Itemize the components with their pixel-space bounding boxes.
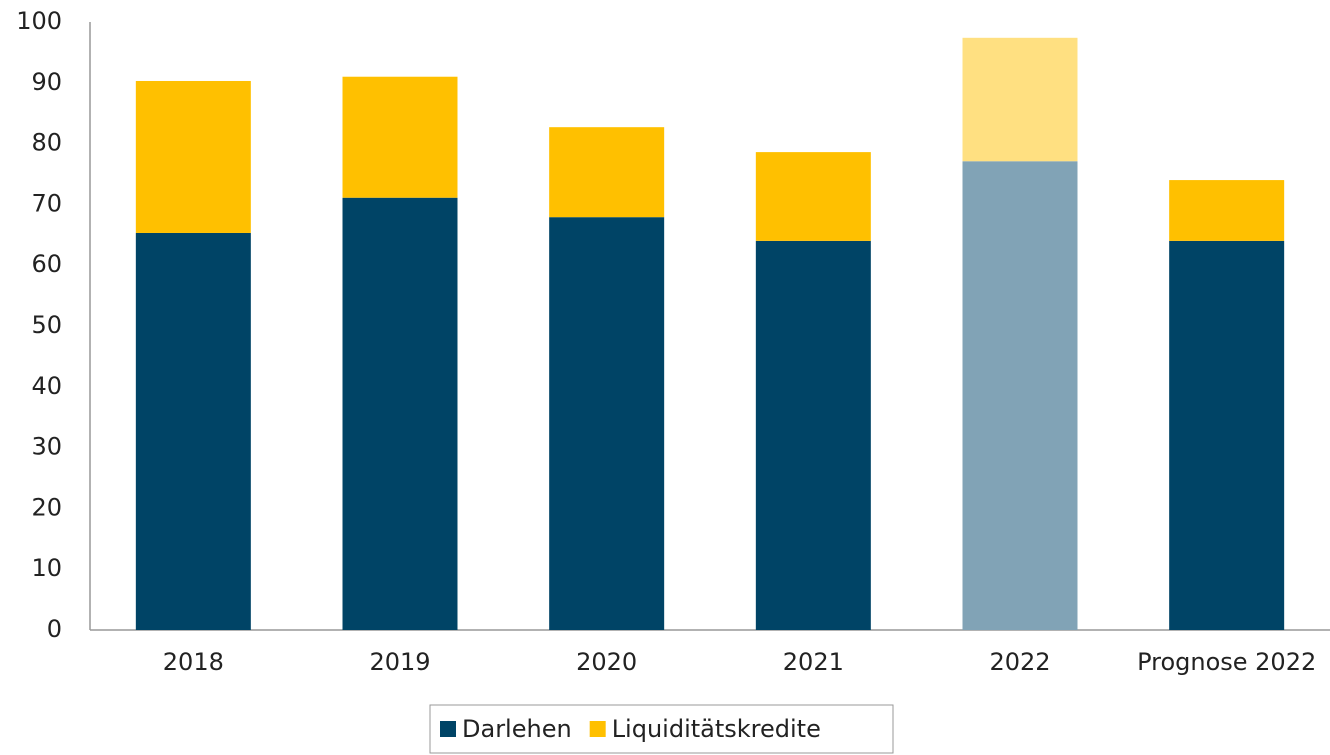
x-tick-label: 2019: [369, 648, 430, 676]
legend-swatch: [440, 721, 456, 737]
y-tick-label: 20: [31, 493, 62, 521]
x-tick-label: 2018: [163, 648, 224, 676]
legend-box: [429, 704, 894, 754]
bar-segment: [755, 152, 871, 241]
x-tick-label: Prognose 2022: [1137, 648, 1316, 676]
y-tick-label: 30: [31, 433, 62, 461]
bar-segment: [135, 232, 251, 630]
x-tick-label: 2021: [783, 648, 844, 676]
bar-segment: [549, 217, 665, 630]
bar-segment: [135, 80, 251, 233]
bar-segment: [342, 197, 458, 630]
x-tick-label: 2022: [989, 648, 1050, 676]
bar-segment: [962, 37, 1078, 162]
bar-segment: [1169, 180, 1285, 241]
bar-segment: [962, 161, 1078, 630]
bar-segment: [755, 240, 871, 630]
y-tick-label: 100: [16, 7, 62, 35]
legend-swatch: [589, 721, 606, 737]
y-tick-label: 70: [31, 189, 62, 217]
y-tick-label: 50: [31, 311, 62, 339]
y-tick-label: 60: [31, 250, 62, 278]
y-tick-label: 10: [31, 554, 62, 582]
legend-label: Liquiditätskredite: [612, 715, 821, 743]
bar-segment: [549, 127, 665, 218]
bar-segment: [1169, 240, 1285, 630]
y-tick-label: 0: [47, 615, 62, 643]
legend-label: Darlehen: [462, 715, 572, 743]
y-tick-label: 80: [31, 129, 62, 157]
y-tick-label: 40: [31, 372, 62, 400]
y-tick-label: 90: [31, 68, 62, 96]
bar-segment: [342, 76, 458, 198]
x-tick-label: 2020: [576, 648, 637, 676]
